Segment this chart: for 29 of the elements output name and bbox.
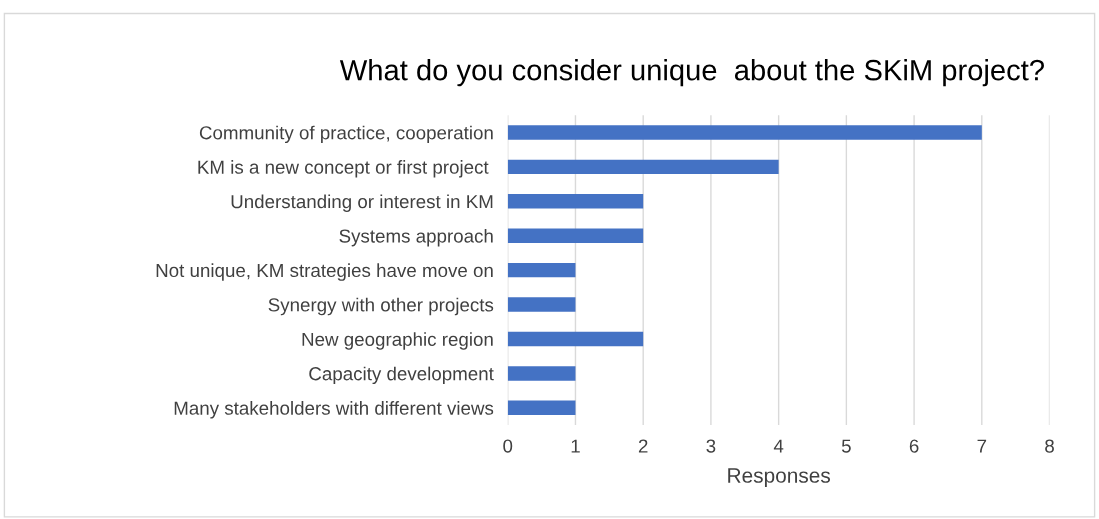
- bar: [507, 228, 644, 243]
- bar: [507, 366, 576, 381]
- y-tick-label: Understanding or interest in KM: [231, 194, 493, 212]
- x-tick-label: 2: [638, 439, 648, 453]
- x-tick-label: 8: [1045, 439, 1054, 453]
- y-tick-label: Community of practice, cooperation: [199, 125, 493, 144]
- x-tick-label: 5: [841, 439, 851, 453]
- x-axis-title: Responses: [728, 468, 831, 487]
- x-tick-label: 0: [503, 439, 513, 453]
- y-tick-label: Many stakeholders with different views: [174, 401, 494, 419]
- bar: [507, 400, 576, 416]
- y-tick-label: Capacity development: [309, 366, 494, 385]
- x-tick-label: 7: [977, 439, 987, 453]
- y-tick-label: KM is a new concept or first project: [198, 160, 489, 178]
- y-tick-label: New geographic region: [302, 332, 493, 350]
- x-tick-label: 4: [773, 439, 784, 453]
- x-tick-label: 6: [909, 439, 919, 453]
- bar: [507, 125, 982, 140]
- bar: [507, 159, 779, 175]
- bar: [507, 331, 644, 347]
- x-tick-label: 1: [571, 439, 580, 453]
- bar: [507, 262, 576, 278]
- y-tick-label: Synergy with other projects: [268, 297, 494, 316]
- bar: [507, 297, 576, 312]
- chart-title: What do you consider unique about the SKiM project?: [339, 59, 1044, 87]
- y-tick-label: Not unique, KM strategies have move on: [156, 263, 493, 281]
- x-tick-label: 3: [706, 439, 716, 453]
- bar: [507, 194, 644, 209]
- y-tick-label: Systems approach: [339, 228, 493, 247]
